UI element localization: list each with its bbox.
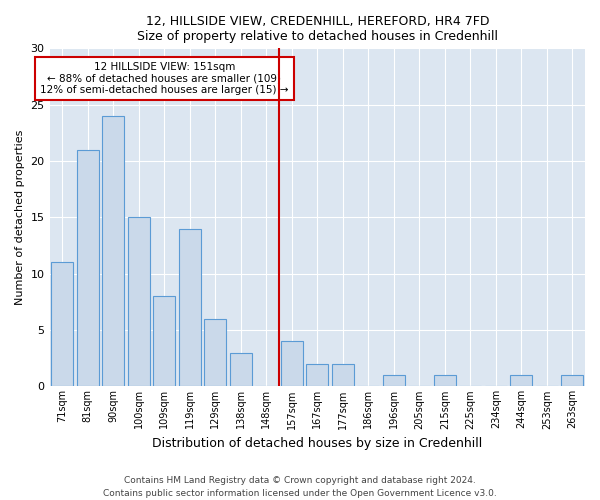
Bar — [154, 296, 175, 386]
Bar — [205, 319, 226, 386]
Bar — [434, 375, 455, 386]
Bar — [179, 228, 200, 386]
Bar — [307, 364, 328, 386]
Bar — [230, 352, 251, 386]
Bar — [511, 375, 532, 386]
Bar — [77, 150, 98, 386]
Bar — [281, 342, 302, 386]
Text: Contains HM Land Registry data © Crown copyright and database right 2024.
Contai: Contains HM Land Registry data © Crown c… — [103, 476, 497, 498]
Title: 12, HILLSIDE VIEW, CREDENHILL, HEREFORD, HR4 7FD
Size of property relative to de: 12, HILLSIDE VIEW, CREDENHILL, HEREFORD,… — [137, 15, 498, 43]
X-axis label: Distribution of detached houses by size in Credenhill: Distribution of detached houses by size … — [152, 437, 482, 450]
Bar — [52, 262, 73, 386]
Bar — [383, 375, 404, 386]
Bar — [128, 218, 149, 386]
Bar — [103, 116, 124, 386]
Text: 12 HILLSIDE VIEW: 151sqm
← 88% of detached houses are smaller (109)
12% of semi-: 12 HILLSIDE VIEW: 151sqm ← 88% of detach… — [40, 62, 289, 95]
Bar — [562, 375, 583, 386]
Bar — [332, 364, 353, 386]
Y-axis label: Number of detached properties: Number of detached properties — [15, 130, 25, 305]
